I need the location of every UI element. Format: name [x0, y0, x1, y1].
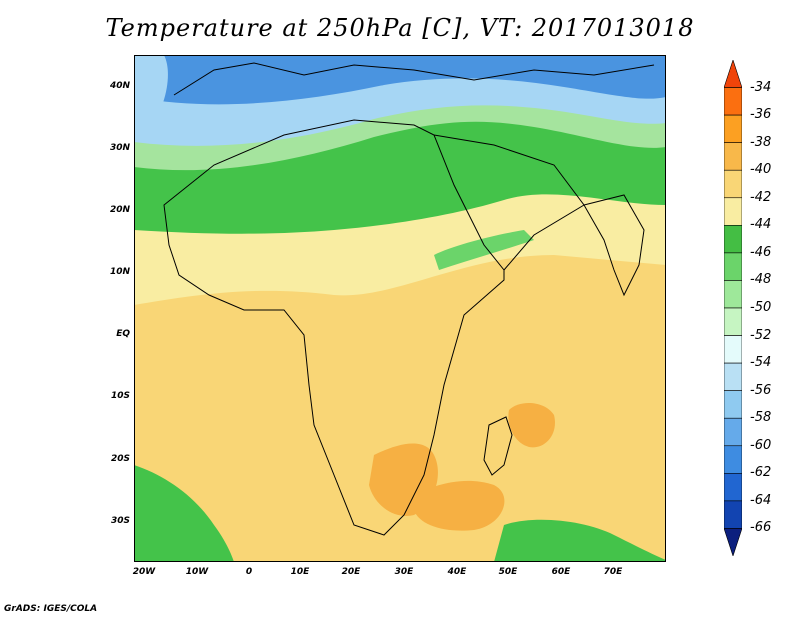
x-tick-label: 60E	[551, 567, 571, 577]
colorbar-label: -38	[750, 134, 772, 150]
colorbar-label: -64	[750, 492, 772, 508]
colorbar-label: -36	[750, 107, 772, 123]
coastline-arabia	[433, 134, 585, 271]
field-nw-blue	[134, 55, 168, 140]
colorbar-swatch	[724, 307, 742, 336]
colorbar-swatch	[724, 197, 742, 226]
field-green-east	[434, 230, 534, 270]
field-green-sw	[134, 465, 234, 562]
y-tick-label: 30N	[109, 143, 130, 153]
y-tick-label: 20N	[109, 205, 130, 215]
field-yellow	[134, 255, 666, 562]
x-tick-label: 10E	[290, 567, 310, 577]
colorbar-swatch	[724, 445, 742, 474]
colorbar-swatch	[724, 528, 742, 556]
temperature-map	[134, 55, 666, 562]
colorbar-label: -40	[750, 162, 772, 178]
colorbar-label: -62	[750, 465, 772, 481]
chart-title: Temperature at 250hPa [C], VT: 201701301…	[105, 14, 695, 42]
colorbar-label: -42	[750, 189, 772, 205]
colorbar-swatch	[724, 417, 742, 447]
field-green-band	[134, 119, 666, 234]
colorbar-swatch	[724, 225, 742, 254]
x-tick-label: 70E	[603, 567, 623, 577]
grads-credit: GrADS: IGES/COLA	[4, 604, 98, 614]
coastline-africa	[163, 119, 505, 536]
colorbar-label: -66	[750, 520, 772, 536]
colorbar-swatch	[724, 114, 742, 143]
x-tick-label: 40E	[447, 567, 467, 577]
field-blue	[134, 55, 666, 105]
colorbar-label: -56	[750, 382, 772, 398]
colorbar	[724, 60, 742, 556]
colorbar-swatch	[724, 60, 742, 88]
colorbar-swatch	[724, 335, 742, 364]
y-tick-label: 10S	[110, 391, 130, 401]
field-orange-2	[414, 480, 505, 531]
y-tick-label: 20S	[110, 454, 130, 464]
colorbar-label: -44	[750, 217, 772, 233]
x-tick-label: 30E	[394, 567, 414, 577]
x-tick-label: 20E	[341, 567, 361, 577]
colorbar-swatch	[724, 390, 742, 419]
colorbar-label: -50	[750, 300, 772, 315]
coastline-europe	[173, 62, 655, 96]
x-tick-label: 0	[245, 567, 253, 577]
field-light-green	[134, 103, 666, 171]
colorbar-swatch	[724, 252, 742, 281]
y-tick-label: 40N	[109, 81, 130, 91]
colorbar-label: -34	[750, 79, 772, 95]
y-tick-label: 30S	[110, 516, 130, 526]
colorbar-swatch	[724, 500, 742, 529]
colorbar-swatch	[724, 473, 742, 502]
x-tick-label: 50E	[498, 567, 518, 577]
coastline-madagascar	[483, 416, 513, 476]
colorbar-label: -52	[750, 327, 772, 343]
colorbar-swatch	[724, 280, 742, 309]
x-tick-label: 10W	[185, 567, 209, 577]
field-light-blue	[134, 76, 666, 146]
colorbar-label: -46	[750, 244, 772, 260]
coastline-india	[583, 194, 645, 297]
colorbar-swatch	[724, 362, 742, 391]
colorbar-swatch	[724, 169, 742, 199]
colorbar-label: -60	[750, 437, 772, 453]
field-orange-3	[508, 403, 555, 448]
y-tick-label: 10N	[109, 267, 130, 277]
field-green-se	[494, 519, 666, 562]
colorbar-swatch	[724, 142, 742, 171]
x-tick-label: 20W	[132, 567, 156, 577]
colorbar-label: -48	[750, 272, 772, 288]
y-tick-label: EQ	[116, 329, 130, 339]
colorbar-label: -58	[750, 410, 772, 426]
colorbar-swatch	[724, 87, 742, 116]
colorbar-label: -54	[750, 355, 772, 371]
